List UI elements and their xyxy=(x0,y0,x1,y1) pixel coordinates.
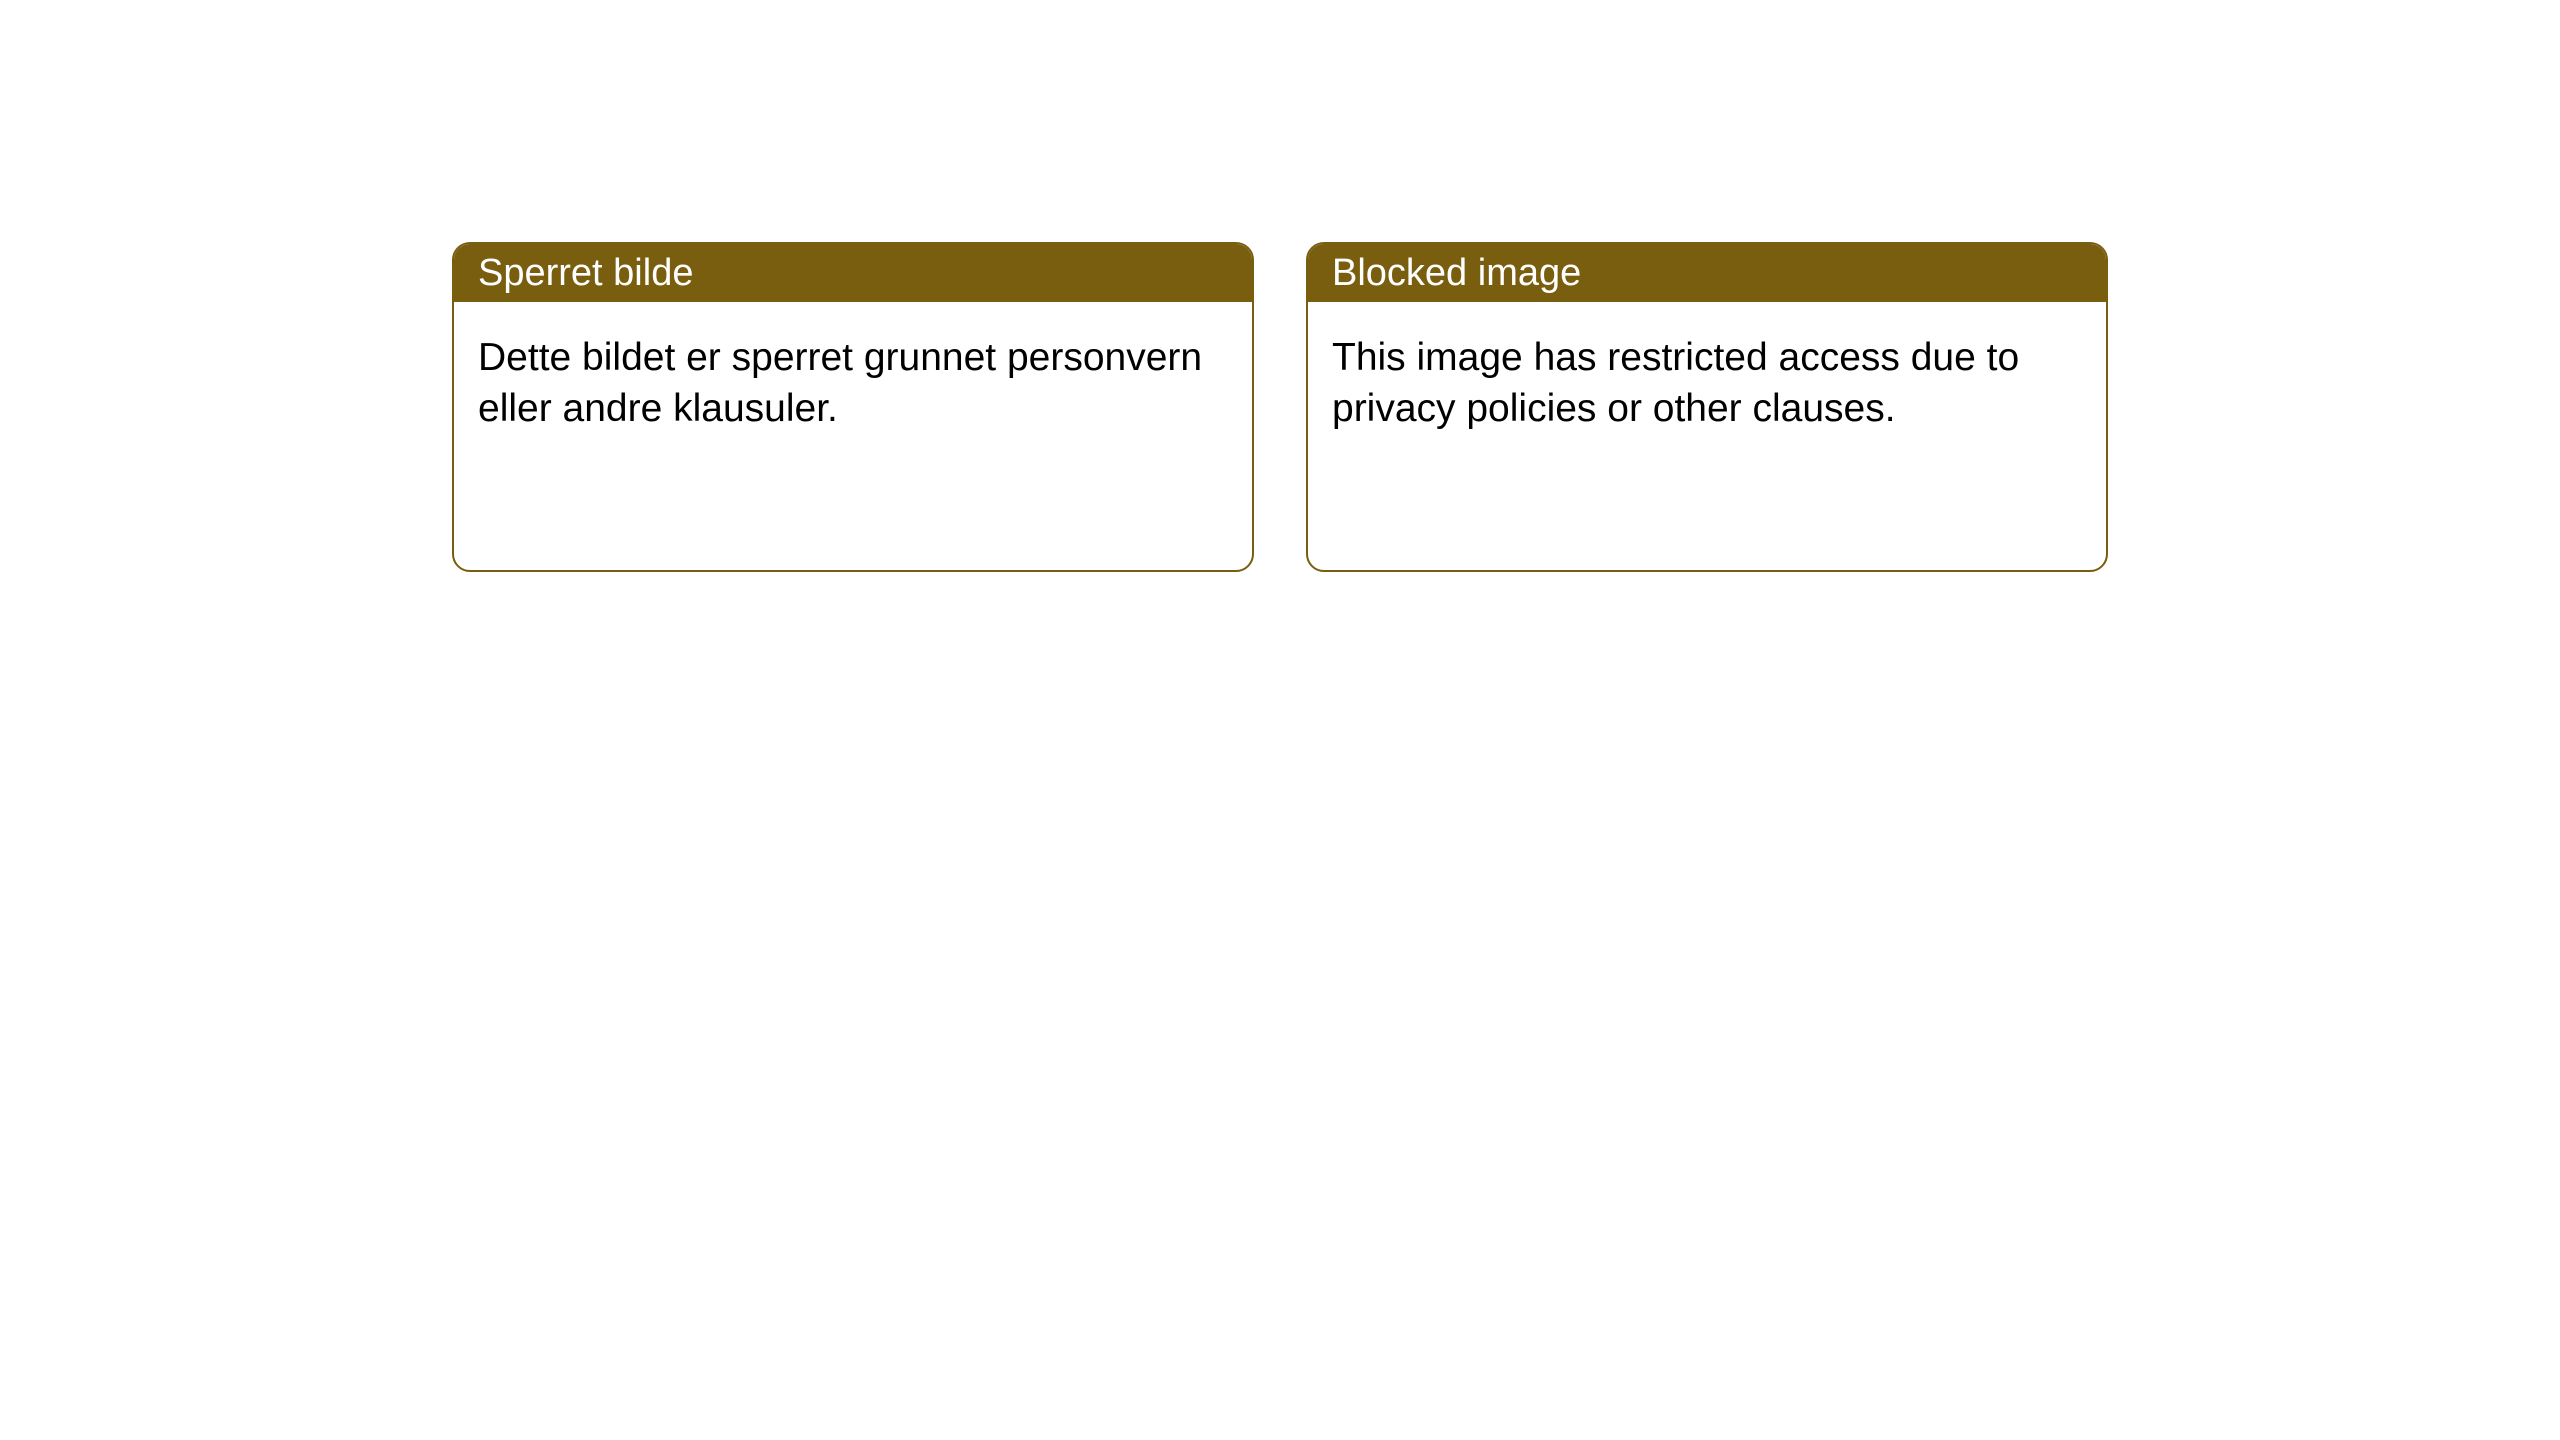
card-message: This image has restricted access due to … xyxy=(1332,336,2019,430)
card-header: Sperret bilde xyxy=(454,244,1252,302)
card-title: Blocked image xyxy=(1332,252,1581,295)
notice-container: Sperret bilde Dette bildet er sperret gr… xyxy=(452,242,2560,572)
notice-card-norwegian: Sperret bilde Dette bildet er sperret gr… xyxy=(452,242,1254,572)
card-body: This image has restricted access due to … xyxy=(1308,302,2106,465)
card-message: Dette bildet er sperret grunnet personve… xyxy=(478,336,1202,430)
notice-card-english: Blocked image This image has restricted … xyxy=(1306,242,2108,572)
card-title: Sperret bilde xyxy=(478,252,693,295)
card-header: Blocked image xyxy=(1308,244,2106,302)
card-body: Dette bildet er sperret grunnet personve… xyxy=(454,302,1252,465)
